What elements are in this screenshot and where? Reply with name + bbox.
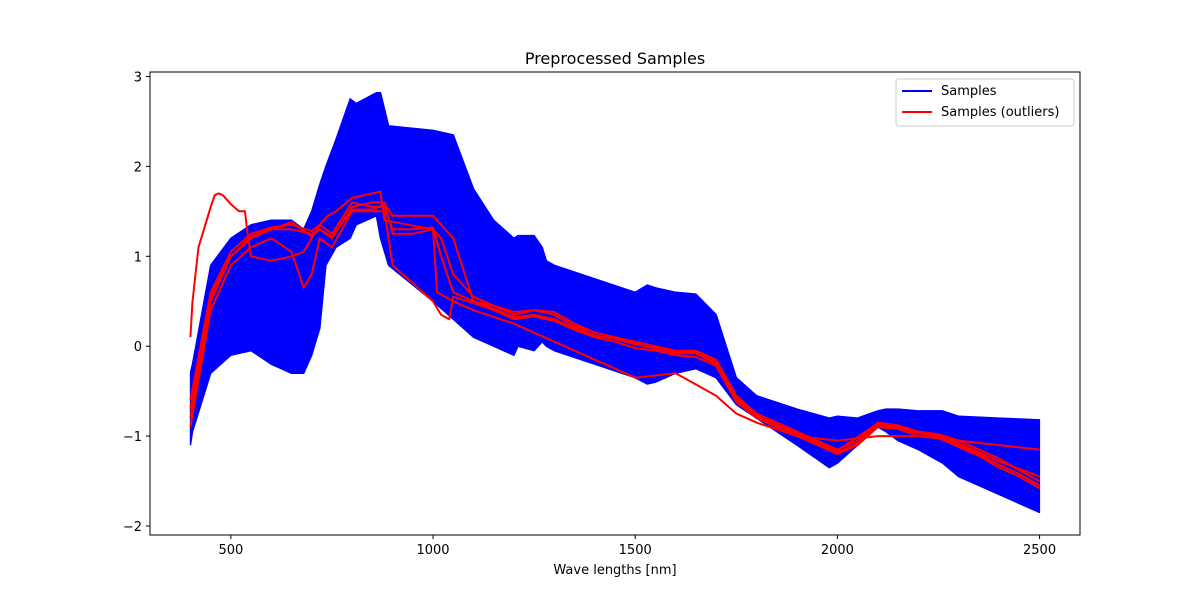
- outlier-line: [189, 210, 1041, 490]
- legend-samples-label: Samples: [941, 84, 997, 99]
- legend: Samples Samples (outliers): [895, 78, 1075, 127]
- x-tick-label: 500: [218, 543, 243, 558]
- samples-line: [189, 97, 1040, 425]
- plot-frame: [149, 71, 1081, 536]
- y-tick-label: 2: [134, 160, 142, 175]
- samples-line: [189, 148, 1040, 464]
- samples-line: [189, 153, 1040, 467]
- y-tick-label: −2: [123, 520, 142, 535]
- outlier-line: [189, 190, 1040, 451]
- y-tick-label: 0: [134, 340, 142, 355]
- legend-outliers-label: Samples (outliers): [941, 105, 1059, 120]
- y-tick-label: 1: [134, 250, 142, 265]
- x-axis-ticks: 500 1000 1500 2000 2500: [218, 535, 1056, 558]
- x-tick-label: 2500: [1023, 543, 1056, 558]
- samples-line: [189, 168, 1040, 479]
- samples-line: [189, 137, 1040, 456]
- series-layer: [189, 91, 1041, 514]
- y-tick-label: −1: [123, 430, 142, 445]
- y-tick-label: 3: [134, 70, 142, 85]
- x-tick-label: 1000: [416, 543, 449, 558]
- x-tick-label: 1500: [619, 543, 652, 558]
- chart-title: Preprocessed Samples: [525, 49, 705, 68]
- x-tick-label: 2000: [821, 543, 854, 558]
- samples-line: [189, 122, 1040, 444]
- samples-line: [189, 163, 1040, 475]
- samples-line: [189, 117, 1040, 440]
- samples-line: [189, 132, 1040, 452]
- samples-line: [189, 127, 1040, 448]
- x-axis-label: Wave lengths [nm]: [553, 563, 676, 578]
- legend-box: [895, 78, 1075, 127]
- outlier-line: [189, 203, 1040, 478]
- samples-line: [189, 91, 1040, 421]
- samples-line: [189, 158, 1040, 471]
- y-axis-ticks: −2 −1 0 1 2 3: [123, 70, 150, 535]
